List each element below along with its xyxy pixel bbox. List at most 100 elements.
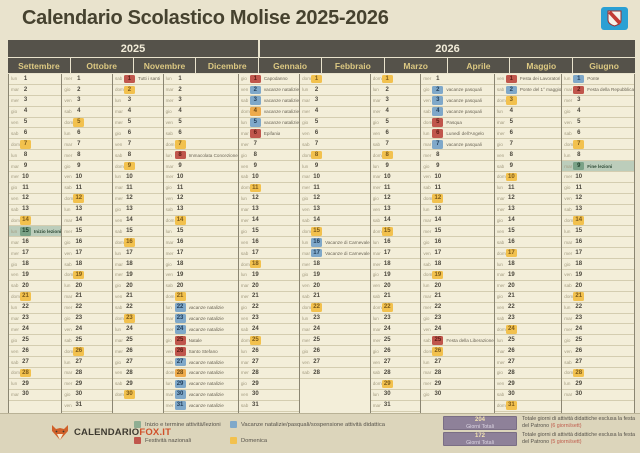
day-number: 29 bbox=[22, 380, 29, 387]
month-header-giugno: Giugno bbox=[573, 58, 635, 73]
day-number: 19 bbox=[73, 270, 85, 280]
day-of-week-label: mer bbox=[165, 98, 174, 104]
day-number: 25 bbox=[507, 337, 515, 344]
day-cell: sab 23 bbox=[494, 314, 562, 325]
day-event-label: vacanze natalizie bbox=[188, 403, 224, 409]
day-of-week-label: ven bbox=[11, 196, 19, 202]
day-number: 18 bbox=[126, 260, 133, 267]
day-cell: lun 23 bbox=[300, 314, 370, 325]
day-of-week-label: mar bbox=[11, 87, 19, 93]
day-cell: dom 28 bbox=[562, 368, 634, 379]
day-of-week-label: mer bbox=[423, 381, 432, 387]
day-cell: mer 27 bbox=[494, 357, 562, 369]
day-cell: sab 30 bbox=[494, 390, 562, 401]
day-cell: dom 10 bbox=[494, 172, 562, 183]
day-cell: gio 18 bbox=[163, 259, 238, 271]
day-of-week-label: mer bbox=[302, 337, 311, 343]
day-cell: mar 4 bbox=[112, 107, 163, 118]
day-of-week-label: mer bbox=[165, 250, 174, 256]
day-cell: sab 27 bbox=[562, 357, 634, 369]
day-number: 8 bbox=[23, 151, 28, 158]
month-header-gennaio: Gennaio bbox=[259, 58, 322, 73]
day-of-week-label: mar bbox=[165, 87, 174, 93]
day-of-week-label: mer bbox=[64, 228, 73, 234]
day-cell: gio 11 bbox=[562, 183, 634, 194]
day-event-label: vacanze pasquali bbox=[446, 87, 482, 93]
day-of-week-label: lun bbox=[564, 381, 571, 387]
day-cell: mer 3 bbox=[562, 96, 634, 107]
day-cell: dom 1 bbox=[370, 74, 421, 85]
total-days-box: 172 Giorni Totali bbox=[443, 432, 517, 446]
calendariofox-logo[interactable]: CALENDARIOFOX.IT bbox=[50, 424, 171, 441]
day-number: 5 bbox=[509, 119, 513, 126]
day-number: 13 bbox=[176, 206, 184, 213]
day-of-week-label: dom bbox=[423, 120, 433, 125]
day-cell: ven 5 bbox=[163, 118, 238, 129]
day-of-week-label: dom bbox=[114, 87, 124, 93]
total-days-unit: Giorni Totali bbox=[466, 440, 494, 446]
day-cell: mer 6 bbox=[494, 128, 562, 140]
day-number: 20 bbox=[313, 282, 320, 289]
day-number: 14 bbox=[383, 217, 391, 224]
day-cell: mer 24 vacanze natalizie bbox=[163, 324, 238, 336]
day-number: 23 bbox=[123, 314, 135, 323]
day-cell: lun 17 bbox=[112, 248, 163, 260]
legend-swatch-vacation bbox=[230, 421, 237, 428]
day-cell: mar 10 bbox=[300, 172, 370, 183]
day-number: 30 bbox=[383, 391, 391, 398]
day-cell: ven 3 vacanze pasquali bbox=[421, 96, 494, 107]
day-cell: mer 28 bbox=[238, 368, 300, 379]
day-of-week-label: mar bbox=[302, 98, 311, 104]
day-of-week-label: sab bbox=[496, 316, 505, 322]
day-of-week-label: mer bbox=[64, 381, 73, 387]
day-number: 13 bbox=[507, 206, 515, 213]
day-cell: mar 16 bbox=[163, 237, 238, 249]
day-of-week-label: mar bbox=[496, 196, 505, 202]
day-cell: mer 5 bbox=[112, 118, 163, 129]
day-cell: mer 17 bbox=[562, 248, 634, 260]
day-cell: ven 30 bbox=[238, 390, 300, 401]
day-cell: ven 20 bbox=[300, 281, 370, 292]
day-of-week-label: dom bbox=[302, 152, 312, 158]
day-of-week-label: ven bbox=[11, 272, 19, 278]
day-number: 4 bbox=[314, 108, 319, 115]
day-of-week-label: dom bbox=[11, 294, 20, 300]
day-number: 30 bbox=[507, 391, 515, 398]
month-column-gennaio: gio 1 Capodanno ven 2 vacanze natalizie sab 3 va… bbox=[237, 74, 300, 413]
day-event-label: Ponte del 1° maggio bbox=[519, 87, 562, 93]
day-of-week-label: sab bbox=[564, 130, 572, 136]
day-number: 26 bbox=[174, 346, 186, 356]
day-of-week-label: dom bbox=[423, 348, 433, 354]
day-of-week-label: mar bbox=[64, 294, 73, 300]
day-of-week-label: sab bbox=[372, 294, 381, 300]
day-cell: mar 6 Epifania bbox=[238, 128, 300, 140]
day-cell: lun 2 bbox=[300, 85, 370, 96]
day-number: 10 bbox=[313, 173, 320, 180]
day-of-week-label: lun bbox=[372, 392, 379, 398]
day-of-week-label: lun bbox=[11, 76, 18, 82]
day-of-week-label: mar bbox=[64, 218, 73, 224]
day-number: 12 bbox=[126, 195, 133, 202]
day-of-week-label: sab bbox=[64, 109, 72, 115]
day-of-week-label: ven bbox=[423, 326, 431, 332]
day-number: 2 bbox=[77, 86, 81, 93]
day-event-label: Festa della Liberazione bbox=[446, 337, 494, 343]
shield-icon bbox=[607, 10, 622, 27]
day-event-label: Vacanze di Carnevale bbox=[325, 250, 370, 256]
day-number: 18 bbox=[434, 260, 442, 267]
day-of-week-label: sab bbox=[372, 218, 381, 224]
day-cell: mer 22 bbox=[421, 303, 494, 314]
day-of-week-label: mar bbox=[372, 98, 381, 104]
day-cell: gio 28 bbox=[494, 368, 562, 379]
day-of-week-label: lun bbox=[372, 239, 379, 245]
day-of-week-label: dom bbox=[372, 305, 382, 311]
molise-crest-icon[interactable] bbox=[601, 7, 628, 30]
day-number: 24 bbox=[174, 325, 186, 334]
day-cell: sab 24 bbox=[238, 324, 300, 336]
legend-label: Vacanze natalizie/pasquali/sospensione a… bbox=[241, 421, 385, 428]
day-of-week-label: ven bbox=[564, 272, 572, 278]
day-number: 5 bbox=[577, 119, 581, 126]
day-cell: sab 20 bbox=[562, 281, 634, 292]
day-cell: lun 20 bbox=[421, 281, 494, 292]
day-number: 6 bbox=[385, 130, 389, 137]
